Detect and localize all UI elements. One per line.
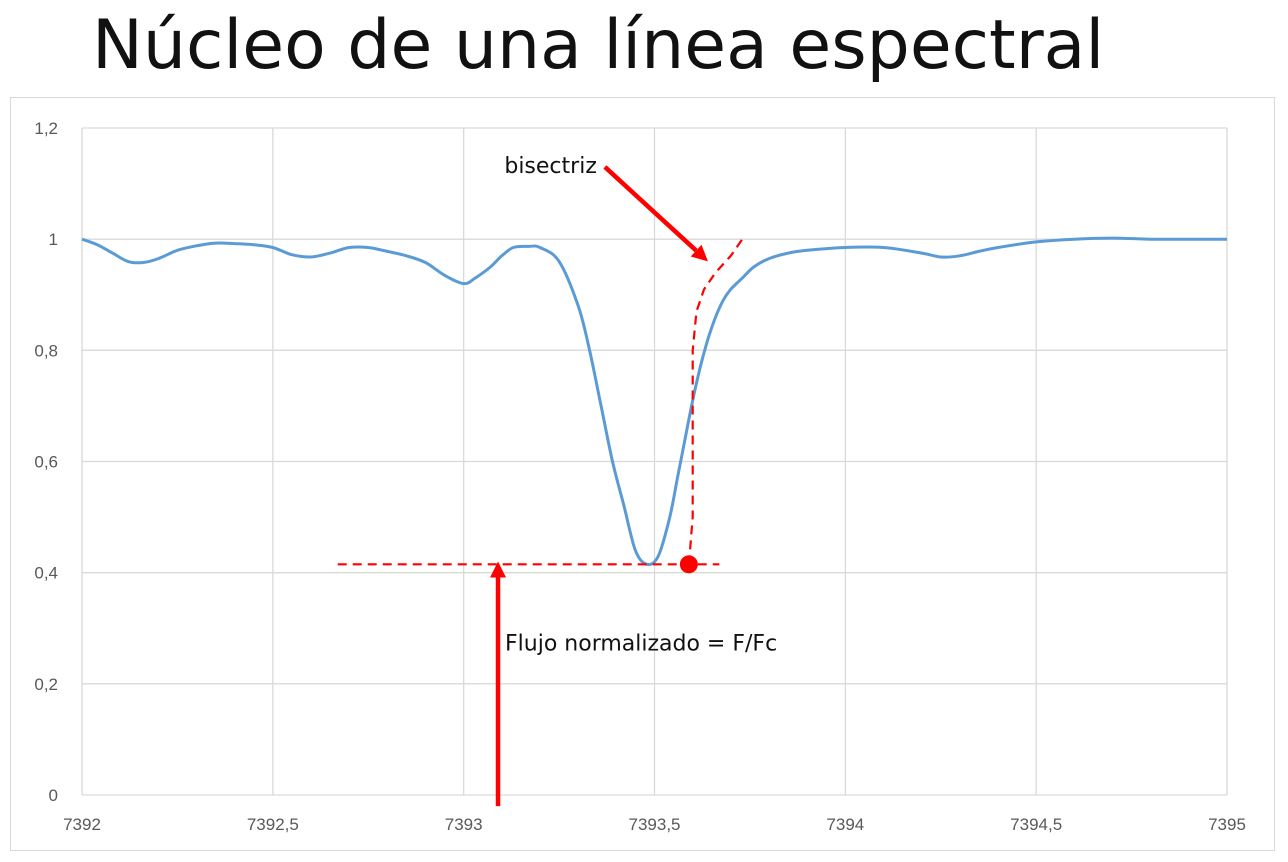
y-tick-label: 0 bbox=[49, 786, 58, 805]
axis-tick-labels: 0 0,2 0,4 0,6 0,8 1 1,2 7392 7392,5 7393 7393,5 739… bbox=[34, 119, 1246, 834]
chart-series bbox=[81, 236, 1227, 567]
core-point bbox=[679, 555, 698, 574]
flux-label: Flujo normalizado = F/Fc bbox=[505, 631, 777, 656]
x-tick-label: 7393,5 bbox=[629, 815, 681, 834]
y-tick-label: 1 bbox=[49, 230, 58, 249]
x-tick-label: 7394 bbox=[826, 815, 864, 834]
chart-frame bbox=[10, 97, 1275, 851]
x-tick-label: 7392 bbox=[63, 815, 101, 834]
x-tick-label: 7393 bbox=[445, 815, 483, 834]
y-tick-label: 0,2 bbox=[34, 675, 58, 694]
bisector-arrow-shaft bbox=[603, 165, 698, 253]
x-tick-label: 7394,5 bbox=[1010, 815, 1062, 834]
bisector-label: bisectriz bbox=[504, 154, 597, 179]
x-tick-label: 7392,5 bbox=[247, 815, 299, 834]
x-tick-label: 7395 bbox=[1208, 815, 1246, 834]
chart-grid bbox=[81, 127, 1228, 796]
y-tick-label: 1,2 bbox=[34, 119, 58, 138]
flux-arrow-head bbox=[490, 561, 507, 578]
slide-title: Núcleo de una línea espectral bbox=[92, 6, 1105, 85]
y-tick-label: 0,8 bbox=[34, 341, 58, 360]
chart-annotations bbox=[337, 165, 744, 807]
spectrum-line bbox=[81, 236, 1227, 567]
bisector-arrow-head bbox=[690, 244, 708, 262]
y-tick-label: 0,6 bbox=[34, 453, 58, 472]
y-tick-label: 0,4 bbox=[34, 564, 58, 583]
bisector-dashed-curve bbox=[687, 238, 744, 565]
